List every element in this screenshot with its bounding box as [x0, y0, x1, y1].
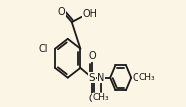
Text: S: S: [89, 73, 95, 83]
Text: O: O: [88, 51, 96, 61]
Text: CH₃: CH₃: [139, 73, 156, 82]
Text: Cl: Cl: [39, 44, 48, 54]
Text: OH: OH: [83, 9, 98, 19]
Text: N: N: [97, 73, 105, 83]
Text: O: O: [132, 73, 140, 83]
Text: O: O: [57, 7, 65, 17]
Text: CH₃: CH₃: [93, 93, 109, 102]
Text: O: O: [88, 94, 96, 104]
